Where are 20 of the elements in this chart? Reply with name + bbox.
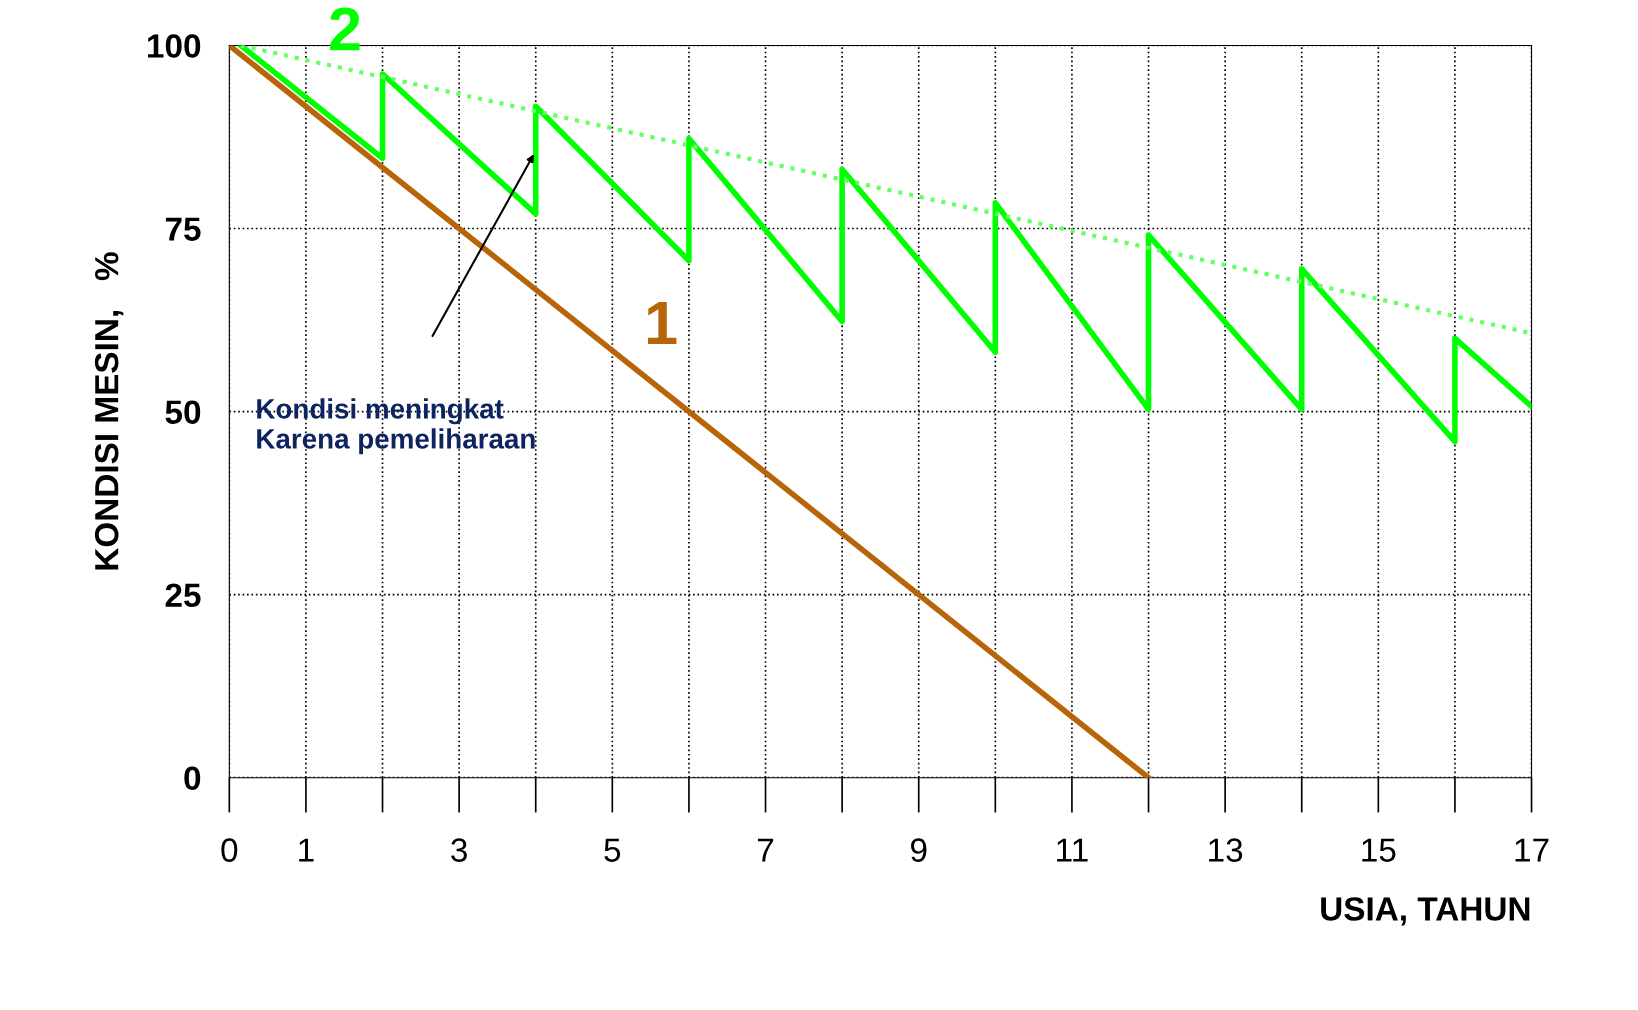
y-tick-label: 75 [165, 217, 201, 241]
x-axis-title: USIA, TAHUN [1321, 897, 1530, 926]
x-tick-label: 7 [757, 838, 774, 862]
series-label: 2 [330, 7, 360, 51]
y-tick-label: 100 [148, 34, 201, 58]
x-tick-label: 15 [1362, 838, 1396, 862]
x-tick-label: 5 [604, 838, 621, 862]
x-tick-label: 0 [221, 838, 238, 862]
x-tick-label: 1 [299, 838, 314, 862]
y-axis-title: KONDISI MESIN, % [94, 252, 124, 570]
x-tick-label: 9 [911, 838, 927, 862]
series-label: 1 [648, 302, 677, 345]
y-tick-label: 0 [184, 766, 201, 791]
x-tick-label: 13 [1209, 838, 1243, 862]
x-tick-label: 11 [1057, 838, 1088, 862]
y-tick-label: 50 [165, 400, 201, 424]
x-tick-label: 17 [1515, 838, 1549, 862]
x-tick-label: 3 [451, 838, 467, 862]
y-tick-label: 25 [165, 583, 201, 608]
annotation: Kondisi meningkat Karena pemeliharaan [257, 398, 535, 455]
